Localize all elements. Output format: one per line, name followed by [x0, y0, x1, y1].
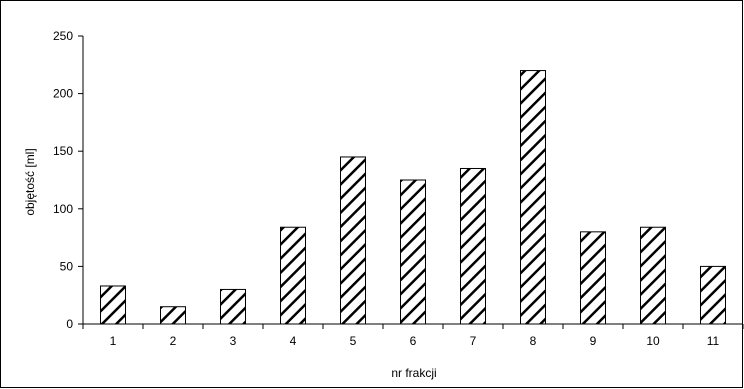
x-tick-label: 2: [170, 334, 177, 348]
x-tick-label: 4: [290, 334, 297, 348]
y-tick-label: 200: [53, 87, 73, 101]
bar: [340, 156, 366, 325]
bar: [520, 70, 546, 325]
x-tick-label: 6: [410, 334, 417, 348]
bar: [220, 288, 246, 325]
bar: [400, 179, 426, 325]
x-tick-label: 10: [646, 334, 660, 348]
y-tick-label: 100: [53, 202, 73, 216]
y-tick-label: 50: [60, 259, 74, 273]
y-axis-label: objętość [ml]: [23, 148, 37, 215]
bar: [460, 167, 486, 325]
x-tick-label: 11: [707, 334, 720, 348]
x-tick-label: 3: [230, 334, 237, 348]
y-tick-label: 0: [66, 317, 73, 331]
y-tick-label: 150: [53, 144, 73, 158]
x-tick-label: 8: [530, 334, 537, 348]
bar: [280, 226, 306, 325]
y-tick-label: 250: [53, 29, 73, 43]
x-axis-label: nr frakcji: [391, 366, 436, 380]
x-tick-label: 5: [350, 334, 357, 348]
x-tick-label: 9: [590, 334, 597, 348]
plot-area: 0 50 100 150 200 250 1 2 3 4 5 6 7 8 9 10 11: [53, 29, 744, 348]
bar: [580, 231, 606, 325]
x-tick-label: 7: [470, 334, 477, 348]
bar: [700, 265, 726, 325]
bar: [160, 306, 186, 325]
x-tick-label: 1: [110, 334, 117, 348]
bar: [100, 285, 126, 325]
bar: [640, 226, 666, 325]
